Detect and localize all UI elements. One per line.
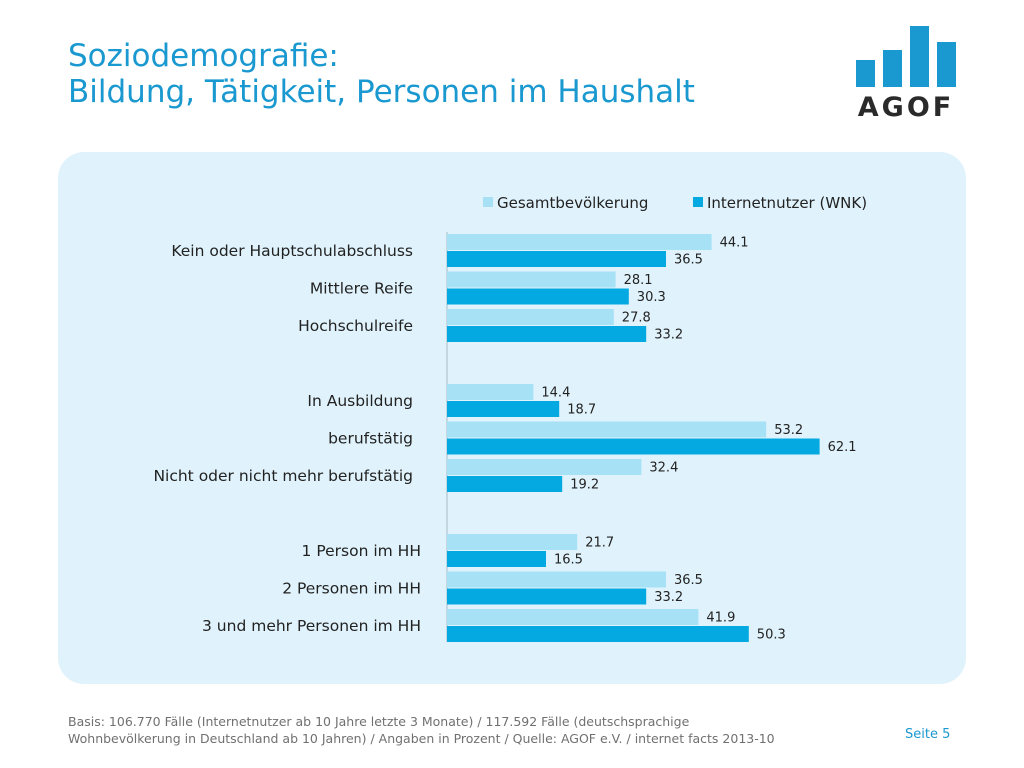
data-label: 21.7 [585,536,614,551]
data-label: 62.1 [828,440,857,455]
bar-gesamt [447,384,534,400]
category-label: Nicht oder nicht mehr berufstätig [153,467,413,485]
data-label: 41.9 [706,611,735,626]
category-label: 1 Person im HH [302,542,421,560]
bar-internet [447,401,560,417]
data-label: 30.3 [637,290,666,305]
category-label: 3 und mehr Personen im HH [202,617,421,635]
bar-gesamt [447,421,767,438]
data-label: 36.5 [674,573,703,588]
bar-internet [447,251,666,267]
bar-internet [447,438,820,455]
data-label: 36.5 [674,253,703,268]
bar-internet [447,626,749,642]
agof-logo-text: AGOF [857,92,955,123]
data-label: 16.5 [554,553,583,568]
footnote: Basis: 106.770 Fälle (Internetnutzer ab … [68,713,848,747]
bar-internet [447,288,629,305]
category-label: berufstätig [328,430,413,448]
page-title: Soziodemografie: Bildung, Tätigkeit, Per… [68,38,695,110]
footnote-line-1: Basis: 106.770 Fälle (Internetnutzer ab … [68,714,690,729]
bar-gesamt [447,571,666,588]
bar-gesamt [447,609,699,625]
bar-gesamt [447,234,712,250]
data-label: 18.7 [567,403,596,418]
category-label: Mittlere Reife [310,280,413,298]
title-line-2: Bildung, Tätigkeit, Personen im Haushalt [68,74,695,110]
bar-internet [447,588,647,605]
title-line-1: Soziodemografie: [68,38,339,74]
data-label: 33.2 [654,590,683,605]
bar-internet [447,551,546,567]
data-label: 14.4 [541,386,570,401]
bar-gesamt [447,309,614,325]
bar-gesamt [447,534,578,550]
data-label: 50.3 [757,628,786,643]
legend-label-2: Internetnutzer (WNK) [707,194,867,212]
page-number: Seite 5 [905,727,951,742]
data-label: 53.2 [774,423,803,438]
category-label: Hochschulreife [298,317,413,335]
data-label: 33.2 [654,328,683,343]
bar-gesamt [447,271,616,288]
bar-gesamt [447,459,642,475]
data-label: 32.4 [649,461,678,476]
legend-label-1: Gesamtbevölkerung [497,194,648,212]
legend-swatch-1 [483,197,493,207]
data-label: 28.1 [624,273,653,288]
category-label: Kein oder Hauptschulabschluss [171,242,413,260]
legend-swatch-2 [693,197,703,207]
data-label: 44.1 [720,236,749,251]
bar-internet [447,326,647,342]
category-label: 2 Personen im HH [282,580,421,598]
agof-logo-bars-icon [856,26,956,87]
agof-logo: AGOF [850,24,962,123]
data-label: 27.8 [622,311,651,326]
data-label: 19.2 [570,478,599,493]
bar-chart: Gesamtbevölkerung Internetnutzer (WNK) Kei… [153,194,867,643]
category-label: In Ausbildung [307,392,413,410]
footnote-line-2: Wohnbevölkerung in Deutschland ab 10 Jah… [68,731,775,746]
bar-internet [447,476,563,492]
